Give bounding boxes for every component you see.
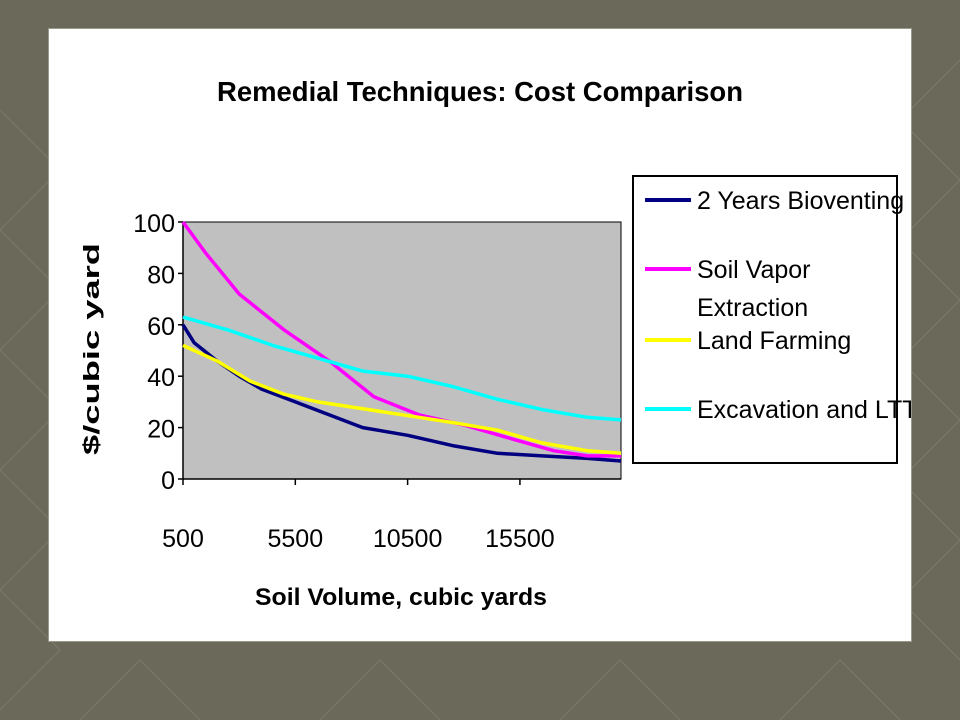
legend-label-soil-vapor-extraction: Extraction [697,294,808,322]
y-tick-label: 20 [147,416,175,444]
x-axis-label: Soil Volume, cubic yards [255,584,547,611]
legend-label-land-farming: Land Farming [697,327,851,355]
x-tick-label: 500 [162,525,204,553]
series-line-land-farming [182,343,622,456]
series-line-soil-vapor-extraction [181,220,621,458]
chart-title: Remedial Techniques: Cost Comparison [217,76,743,107]
y-axis: 0 20 40 60 80 100 [133,210,184,495]
x-tick-label: 10500 [373,525,443,553]
series-lines [181,220,622,463]
series-line-excavation-and-ltt [182,315,622,422]
legend-label-excavation-and-ltt: Excavation and LTT [697,396,911,424]
legend-label-soil-vapor-extraction: Soil Vapor [697,256,811,284]
plot-area [182,221,622,480]
chart-svg: Remedial Techniques: Cost Comparison 0 20… [79,76,911,611]
y-tick-label: 100 [133,210,175,238]
x-tick-label: 5500 [267,525,323,553]
y-axis-label: $/cubic yard [79,243,104,455]
x-tick-label: 15500 [485,525,555,553]
legend-box [632,175,898,464]
y-tick-label: 60 [147,313,175,341]
chart-frame: Remedial Techniques: Cost Comparison 0 20… [49,29,911,641]
y-tick-label: 40 [147,364,175,392]
y-tick-label: 80 [147,261,175,289]
x-axis: 500 5500 10500 15500 [162,478,621,553]
legend-label-2-years-bioventing: 2 Years Bioventing [697,187,904,215]
legend: 2 Years Bioventing Soil Vapor Extraction La… [632,175,911,464]
y-tick-label: 0 [161,467,175,495]
